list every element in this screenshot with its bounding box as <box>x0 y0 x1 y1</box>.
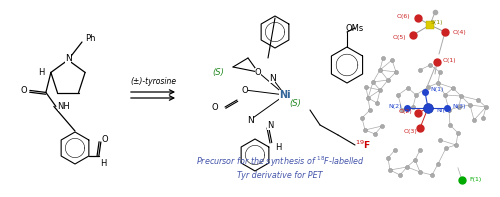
Text: O: O <box>242 85 248 95</box>
Text: Tyr derivative for PET: Tyr derivative for PET <box>238 170 323 179</box>
Text: (S): (S) <box>212 68 224 76</box>
Text: N(1): N(1) <box>430 86 444 91</box>
Text: O(4): O(4) <box>453 30 467 34</box>
Text: N: N <box>268 73 276 83</box>
Text: O: O <box>254 68 262 76</box>
Text: O: O <box>102 136 108 145</box>
Text: Ni(1): Ni(1) <box>436 108 451 112</box>
Text: N: N <box>267 121 273 129</box>
Text: O: O <box>20 86 27 95</box>
Text: Ph: Ph <box>85 33 95 43</box>
Text: F(1): F(1) <box>469 177 481 182</box>
Text: O: O <box>212 102 218 112</box>
Text: O(6): O(6) <box>396 14 410 19</box>
Text: Precursor for the synthesis of $^{18}$F-labelled: Precursor for the synthesis of $^{18}$F-… <box>196 155 364 169</box>
Text: H: H <box>100 159 106 167</box>
Text: H: H <box>275 143 281 152</box>
Text: (S): (S) <box>289 98 301 108</box>
Text: N(2): N(2) <box>388 103 402 109</box>
Text: $^{19}$F: $^{19}$F <box>355 139 371 151</box>
Text: H: H <box>38 68 44 77</box>
Text: (±)-tyrosine: (±)-tyrosine <box>130 76 176 85</box>
Text: O(3): O(3) <box>403 129 417 135</box>
Text: Ni: Ni <box>279 90 291 100</box>
Text: N(3): N(3) <box>452 103 466 109</box>
Text: N: N <box>246 115 254 125</box>
Text: N: N <box>64 54 71 62</box>
Text: O(2): O(2) <box>398 109 412 113</box>
Text: NH: NH <box>58 102 70 111</box>
Text: O(1): O(1) <box>443 58 456 62</box>
Text: S(1): S(1) <box>431 20 444 24</box>
Text: OMs: OMs <box>346 23 364 33</box>
Text: O(5): O(5) <box>392 34 406 40</box>
